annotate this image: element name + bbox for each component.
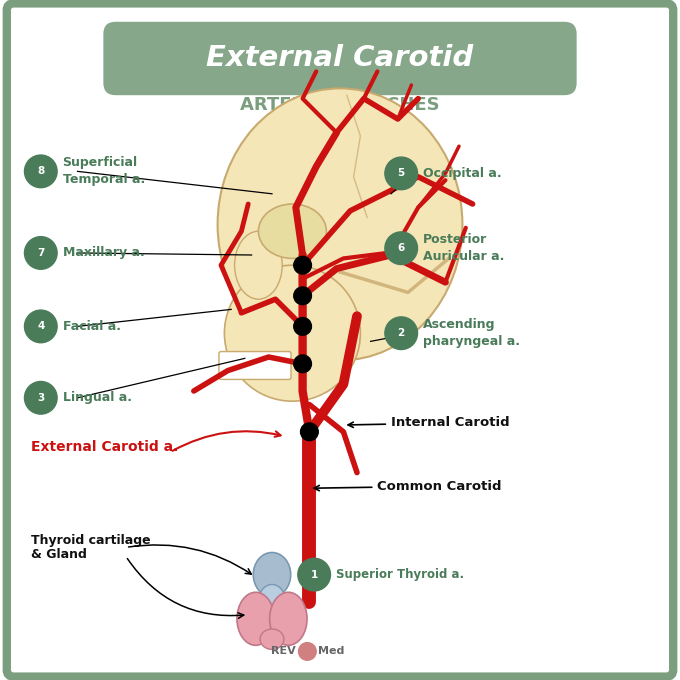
Text: Auricular a.: Auricular a. bbox=[423, 250, 505, 263]
Circle shape bbox=[301, 423, 318, 441]
FancyBboxPatch shape bbox=[7, 3, 673, 677]
Circle shape bbox=[294, 318, 311, 335]
Text: 3: 3 bbox=[37, 393, 44, 403]
Ellipse shape bbox=[269, 592, 307, 645]
Ellipse shape bbox=[218, 88, 462, 360]
Circle shape bbox=[385, 157, 418, 190]
Ellipse shape bbox=[235, 231, 282, 299]
Text: External Carotid: External Carotid bbox=[206, 44, 474, 72]
Ellipse shape bbox=[259, 585, 285, 615]
Text: 4: 4 bbox=[37, 322, 44, 331]
FancyBboxPatch shape bbox=[219, 352, 291, 379]
Text: Common Carotid: Common Carotid bbox=[314, 479, 502, 493]
Text: Ascending: Ascending bbox=[423, 318, 496, 331]
Text: 1: 1 bbox=[311, 570, 318, 579]
Circle shape bbox=[385, 232, 418, 265]
Circle shape bbox=[298, 558, 330, 591]
Text: Thyroid cartilage: Thyroid cartilage bbox=[31, 534, 150, 547]
Text: 5: 5 bbox=[398, 169, 405, 178]
Text: Superior Thyroid a.: Superior Thyroid a. bbox=[336, 568, 464, 581]
Circle shape bbox=[294, 256, 311, 274]
Ellipse shape bbox=[260, 629, 284, 649]
Circle shape bbox=[385, 317, 418, 350]
Text: Lingual a.: Lingual a. bbox=[63, 391, 131, 405]
Ellipse shape bbox=[258, 204, 326, 258]
Text: Internal Carotid: Internal Carotid bbox=[348, 416, 509, 430]
Ellipse shape bbox=[224, 265, 360, 401]
Text: External Carotid a.: External Carotid a. bbox=[31, 440, 178, 454]
Text: Med: Med bbox=[318, 647, 345, 656]
Text: Occipital a.: Occipital a. bbox=[423, 167, 502, 180]
FancyBboxPatch shape bbox=[103, 22, 577, 95]
Ellipse shape bbox=[253, 552, 291, 597]
Circle shape bbox=[24, 381, 57, 414]
Text: ARTERY  BRANCHES: ARTERY BRANCHES bbox=[240, 97, 440, 114]
Text: Temporal a.: Temporal a. bbox=[63, 173, 145, 186]
Text: REV: REV bbox=[271, 647, 296, 656]
Ellipse shape bbox=[237, 592, 274, 645]
Text: & Gland: & Gland bbox=[31, 547, 86, 561]
Text: Maxillary a.: Maxillary a. bbox=[63, 246, 144, 260]
Text: Facial a.: Facial a. bbox=[63, 320, 120, 333]
Text: Superficial: Superficial bbox=[63, 156, 137, 169]
Circle shape bbox=[24, 155, 57, 188]
Circle shape bbox=[294, 287, 311, 305]
Circle shape bbox=[24, 237, 57, 269]
Circle shape bbox=[294, 355, 311, 373]
Text: Posterior: Posterior bbox=[423, 233, 487, 246]
Circle shape bbox=[24, 310, 57, 343]
Ellipse shape bbox=[245, 136, 381, 340]
Text: 7: 7 bbox=[37, 248, 44, 258]
Text: 8: 8 bbox=[37, 167, 44, 176]
Text: 6: 6 bbox=[398, 243, 405, 253]
Text: pharyngeal a.: pharyngeal a. bbox=[423, 335, 520, 348]
Circle shape bbox=[299, 643, 316, 660]
Text: 2: 2 bbox=[398, 328, 405, 338]
